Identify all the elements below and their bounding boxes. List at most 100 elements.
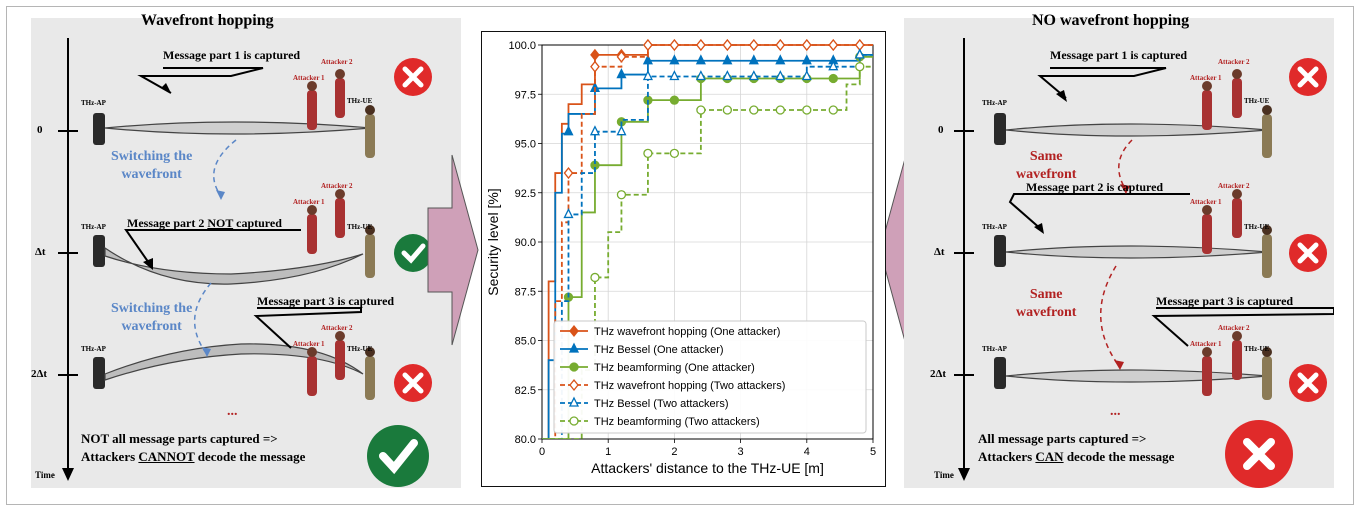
conclusion-text: NOT all message parts captured => Attack… [81,431,306,464]
data-point [775,38,786,52]
attacker-1-label: Attacker 1 [293,198,325,206]
cross-icon-large [1225,420,1293,488]
data-point [616,125,627,136]
data-point [802,105,812,115]
ue-label: THz-UE [1244,223,1270,231]
legend-entry: THz wavefront hopping (Two attackers) [594,380,785,392]
cross-icon [1289,234,1327,272]
data-point [590,48,600,61]
security-level-chart: 0 1 2 3 4 5 80.0 82.5 85.0 87.5 90.0 92.5 95.0 97.5 10… [481,31,886,487]
data-point [775,54,786,65]
ap-device-0 [994,113,1006,145]
attacker-2-label: Attacker 2 [321,324,353,332]
data-point [722,54,733,65]
same-wavefront-label-2: Same wavefront [1016,287,1077,320]
legend-marker [569,378,579,392]
legend-marker [569,416,579,426]
data-point [563,125,574,136]
beam-curved-1 [104,246,364,285]
data-point [722,38,733,52]
data-point [590,272,600,283]
ellipsis: ... [227,404,238,419]
attacker-1-label: Attacker 1 [1190,74,1222,82]
ap-device-1 [93,235,105,267]
beam-straight-0 [104,121,372,135]
data-point [695,70,706,81]
message-part-3-label: Message part 3 is captured [257,294,395,308]
attacker-figures-2 [307,331,375,400]
data-point [828,73,838,84]
ap-device-2 [93,357,105,389]
ap-label: THz-AP [982,345,1007,353]
cross-icon [394,364,432,402]
ue-label: THz-UE [347,345,373,353]
y-tick-label: 80.0 [515,434,536,446]
time-axis-arrowhead [62,468,74,481]
x-tick-label: 5 [870,446,876,458]
legend-marker [568,342,580,353]
cross-icon [1289,58,1327,96]
attacker-1-label: Attacker 1 [1190,198,1222,206]
legend-entry: THz Bessel (Two attackers) [594,398,728,410]
ap-device-1 [994,235,1006,267]
data-point [748,70,759,81]
data-point [775,105,785,115]
data-point [643,148,653,158]
data-point [642,70,653,81]
y-tick-label: 95.0 [515,139,536,151]
time-label-dt: Δt [35,246,46,258]
legend-entry: THz wavefront hopping (One attacker) [594,326,780,338]
message-part-1-label: Message part 1 is captured [163,48,301,62]
ue-label: THz-UE [1244,345,1270,353]
legend-marker [568,396,580,407]
attacker-1-label: Attacker 1 [293,340,325,348]
time-label-2dt: 2Δt [31,368,48,380]
message-part-3-label: Message part 3 is captured [1156,294,1294,308]
data-point [643,38,653,52]
ue-label: THz-UE [1244,97,1270,105]
attacker-2-label: Attacker 2 [1218,182,1250,190]
right-panel-title: NO wavefront hopping [1032,12,1190,29]
ue-label: THz-UE [347,223,373,231]
time-axis-arrowhead [958,468,970,481]
attacker-1-label: Attacker 1 [293,74,325,82]
series-line [542,53,873,439]
left-panel-drawing [58,38,432,487]
y-tick-label: 90.0 [515,237,536,249]
data-point [696,105,706,115]
data-point [854,48,865,59]
attacker-2-label: Attacker 2 [1218,324,1250,332]
data-point [801,38,812,52]
ap-label: THz-AP [81,99,106,107]
attacker-figures-0 [1202,69,1272,158]
data-point [669,148,680,158]
cross-icon [394,58,432,96]
y-axis-label: Security level [%] [485,188,501,295]
x-tick-label: 4 [804,446,810,458]
y-tick-label: 82.5 [515,385,536,397]
attacker-2-label: Attacker 2 [321,58,353,66]
y-tick-label: 92.5 [515,188,536,200]
data-point [828,105,838,115]
beam-curved-2 [104,343,364,381]
data-point [748,54,759,65]
wavefront-hopping-panel: Wavefront hopping [31,12,461,488]
same-wavefront-label-1: Same wavefront [1016,149,1077,182]
data-point [749,38,759,52]
data-point [616,50,627,63]
x-axis-label: Attackers' distance to the THz-UE [m] [591,460,824,476]
attacker-2-label: Attacker 2 [1218,58,1250,66]
data-point [563,207,574,219]
message-part-1-label: Message part 1 is captured [1050,48,1188,62]
attacker-figures-1 [307,189,375,278]
attacker-figures-2 [1202,331,1272,400]
attacker-figures-0 [307,69,375,158]
x-tick-label: 1 [605,446,611,458]
no-wavefront-hopping-panel: NO wavefront hopping [904,12,1334,488]
y-tick-label: 85.0 [515,336,536,348]
time-axis-label: Time [934,470,954,480]
legend-marker [569,324,579,338]
conclusion-text: All message parts captured => Attackers … [978,431,1175,464]
data-point [801,70,812,81]
x-tick-label: 0 [539,446,545,458]
